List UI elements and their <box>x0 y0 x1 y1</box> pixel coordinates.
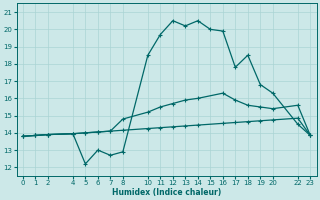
X-axis label: Humidex (Indice chaleur): Humidex (Indice chaleur) <box>112 188 221 197</box>
